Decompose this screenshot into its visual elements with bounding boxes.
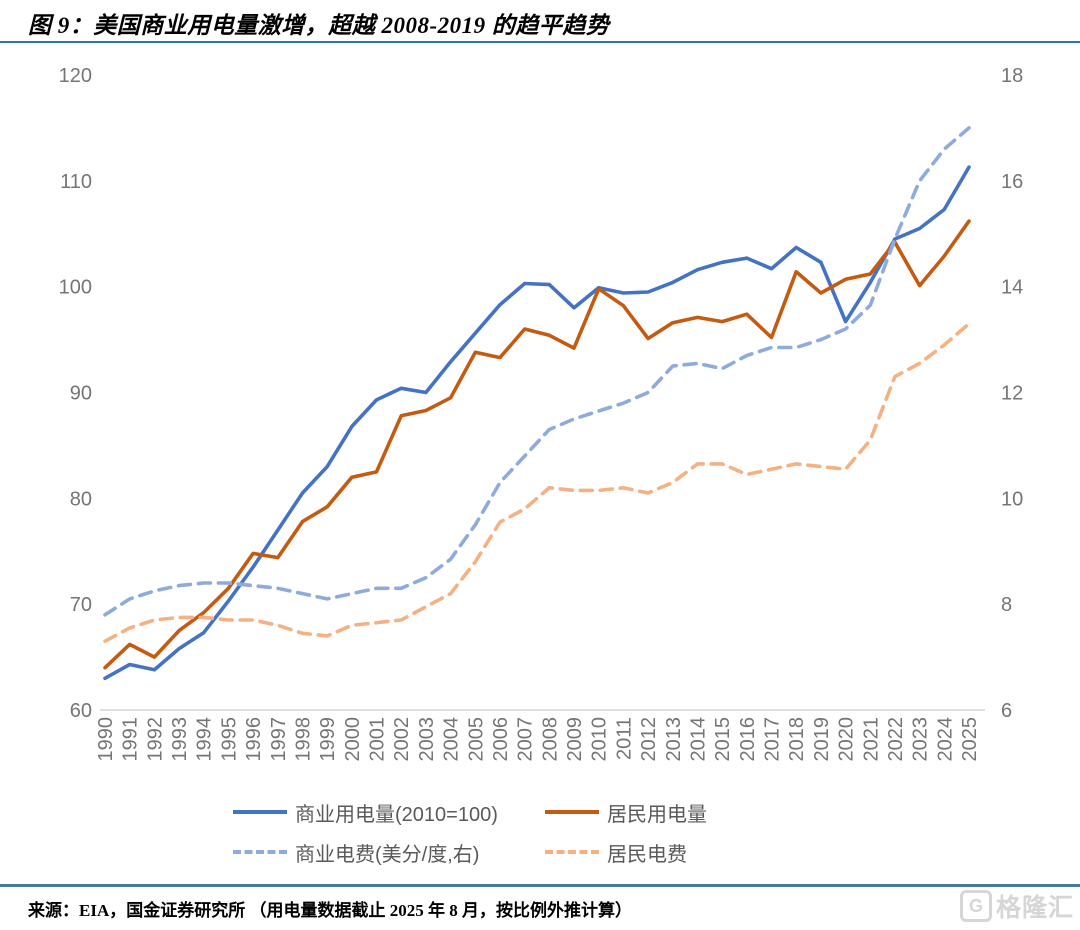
right-axis-tick: 10 xyxy=(1001,488,1023,510)
x-axis-label: 2022 xyxy=(885,717,907,762)
x-axis-label: 2013 xyxy=(663,717,685,762)
right-axis-tick: 8 xyxy=(1001,594,1012,616)
left-axis-tick: 80 xyxy=(70,488,92,510)
right-axis-tick: 18 xyxy=(1001,65,1023,87)
x-axis-label: 2017 xyxy=(762,717,784,762)
chart-legend: 商业用电量(2010=100) 居民用电量 商业电费(美分/度,右) 居民电费 xyxy=(233,792,793,872)
x-axis-label: 2023 xyxy=(910,717,932,762)
x-axis-label: 2002 xyxy=(391,717,413,762)
legend-row-1: 商业用电量(2010=100) 居民用电量 xyxy=(233,792,793,832)
gelonghui-logo-icon: G xyxy=(959,890,992,922)
x-axis-label: 2004 xyxy=(441,717,463,762)
legend-swatch-solid-orange xyxy=(545,810,599,814)
legend-label: 商业电费(美分/度,右) xyxy=(295,843,480,866)
x-axis-label: 1993 xyxy=(169,717,191,762)
x-axis-label: 1997 xyxy=(268,717,290,762)
series-line-solid xyxy=(103,219,971,670)
x-axis-label: 2016 xyxy=(737,717,759,762)
left-axis-tick: 110 xyxy=(60,171,92,193)
left-axis-tick: 70 xyxy=(70,594,92,616)
x-axis-label: 2007 xyxy=(515,717,537,762)
x-axis-label: 2019 xyxy=(811,717,833,762)
x-axis-label: 2015 xyxy=(712,717,734,762)
x-axis-label: 2024 xyxy=(934,717,956,762)
series-line-solid xyxy=(103,165,971,681)
x-axis-label: 1995 xyxy=(218,717,240,762)
x-axis-label: 2003 xyxy=(416,717,438,762)
x-axis-label: 2008 xyxy=(539,717,561,762)
source-note: 来源：EIA，国金证券研究所 （用电量数据截止 2025 年 8 月，按比例外推… xyxy=(28,901,632,920)
x-axis-label: 2014 xyxy=(687,717,709,762)
x-axis-label: 1999 xyxy=(317,717,339,762)
legend-swatch-solid-blue xyxy=(233,810,287,814)
left-axis-tick: 100 xyxy=(59,277,92,299)
x-axis-label: 2005 xyxy=(465,717,487,762)
x-axis-label: 2018 xyxy=(786,717,808,762)
series-line-dashed xyxy=(103,321,971,644)
x-axis-label: 2006 xyxy=(490,717,512,762)
legend-swatch-dashed-blue xyxy=(233,850,287,854)
x-axis-label: 1992 xyxy=(144,717,166,762)
x-axis-label: 2001 xyxy=(367,717,389,762)
legend-label: 居民电费 xyxy=(607,843,687,866)
x-axis-label: 2009 xyxy=(564,717,586,762)
legend-label: 居民用电量 xyxy=(607,803,707,826)
left-axis-tick: 90 xyxy=(70,383,92,405)
legend-item-commercial-price: 商业电费(美分/度,右) xyxy=(233,838,545,867)
footer-separator-line xyxy=(0,884,1080,887)
right-axis-tick: 14 xyxy=(1001,277,1023,299)
x-axis-label: 2012 xyxy=(638,717,660,762)
x-axis-label: 1994 xyxy=(194,717,216,762)
legend-item-commercial-consumption: 商业用电量(2010=100) xyxy=(233,798,545,827)
right-axis-tick: 6 xyxy=(1001,700,1012,722)
right-axis-tick: 16 xyxy=(1001,171,1023,193)
series-line-dashed xyxy=(103,126,971,617)
x-axis-label: 2020 xyxy=(836,717,858,762)
right-axis-tick: 12 xyxy=(1001,383,1023,405)
legend-item-residential-price: 居民电费 xyxy=(545,838,687,867)
title-separator-line xyxy=(0,41,1080,43)
x-axis-label: 2011 xyxy=(613,717,635,760)
x-axis-label: 1990 xyxy=(95,717,117,762)
legend-label: 商业用电量(2010=100) xyxy=(295,803,498,826)
x-axis-label: 1998 xyxy=(292,717,314,762)
watermark-label: 格隆汇 xyxy=(995,894,1074,922)
left-axis-tick: 120 xyxy=(59,65,92,87)
x-axis-label: 1991 xyxy=(120,717,142,762)
legend-row-2: 商业电费(美分/度,右) 居民电费 xyxy=(233,832,793,872)
chart-title: 图 9：美国商业用电量激增，超越 2008-2019 的趋平趋势 xyxy=(28,13,610,38)
x-axis-label: 1996 xyxy=(243,717,265,762)
legend-swatch-dashed-orange xyxy=(545,850,599,854)
legend-item-residential-consumption: 居民用电量 xyxy=(545,798,707,827)
x-axis-label: 2021 xyxy=(860,717,882,762)
left-axis-tick: 60 xyxy=(70,700,92,722)
x-axis-label: 2010 xyxy=(589,717,611,762)
x-axis-label: 2000 xyxy=(342,717,364,762)
watermark: G 格隆汇 xyxy=(959,888,1074,924)
x-axis-label: 2025 xyxy=(959,717,981,762)
